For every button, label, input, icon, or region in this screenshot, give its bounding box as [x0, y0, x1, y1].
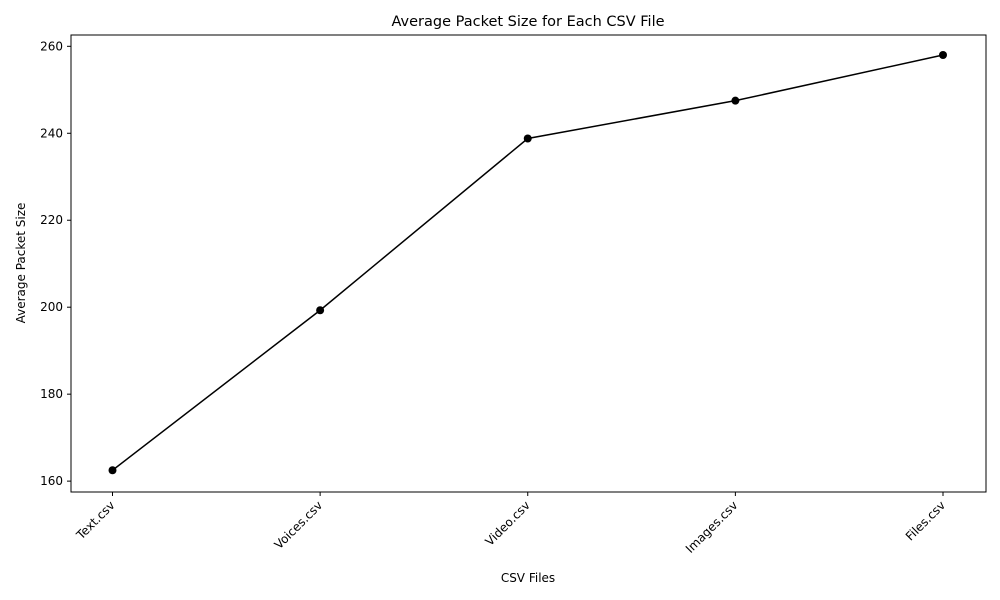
data-point	[108, 466, 117, 475]
y-tick-label: 160	[40, 474, 63, 488]
x-axis-label: CSV Files	[501, 571, 555, 585]
data-point	[731, 96, 740, 105]
data-point	[939, 51, 947, 60]
y-tick-label: 260	[40, 39, 63, 53]
x-tick-label: Voices.csv	[272, 498, 326, 552]
y-tick-label: 200	[40, 300, 63, 314]
y-tick-label: 180	[40, 387, 63, 401]
x-tick-label: Text.csv	[73, 498, 118, 543]
plot-area	[70, 34, 987, 493]
y-axis: 160 180 200 220 240 260	[40, 39, 71, 488]
x-tick-label: Video.csv	[483, 498, 533, 548]
chart-title: Average Packet Size for Each CSV File	[391, 14, 664, 30]
x-tick-label: Files.csv	[903, 498, 948, 543]
y-tick-label: 240	[40, 126, 63, 140]
x-tick-label: Images.csv	[683, 498, 741, 556]
x-axis: Text.csv Voices.csv Video.csv Images.csv Fil…	[73, 492, 948, 556]
data-point	[523, 134, 532, 143]
y-axis-label: Average Packet Size	[14, 203, 28, 324]
data-point	[316, 306, 325, 315]
series-line	[108, 51, 947, 475]
series-path	[112, 54, 944, 471]
y-tick-label: 220	[40, 213, 63, 227]
